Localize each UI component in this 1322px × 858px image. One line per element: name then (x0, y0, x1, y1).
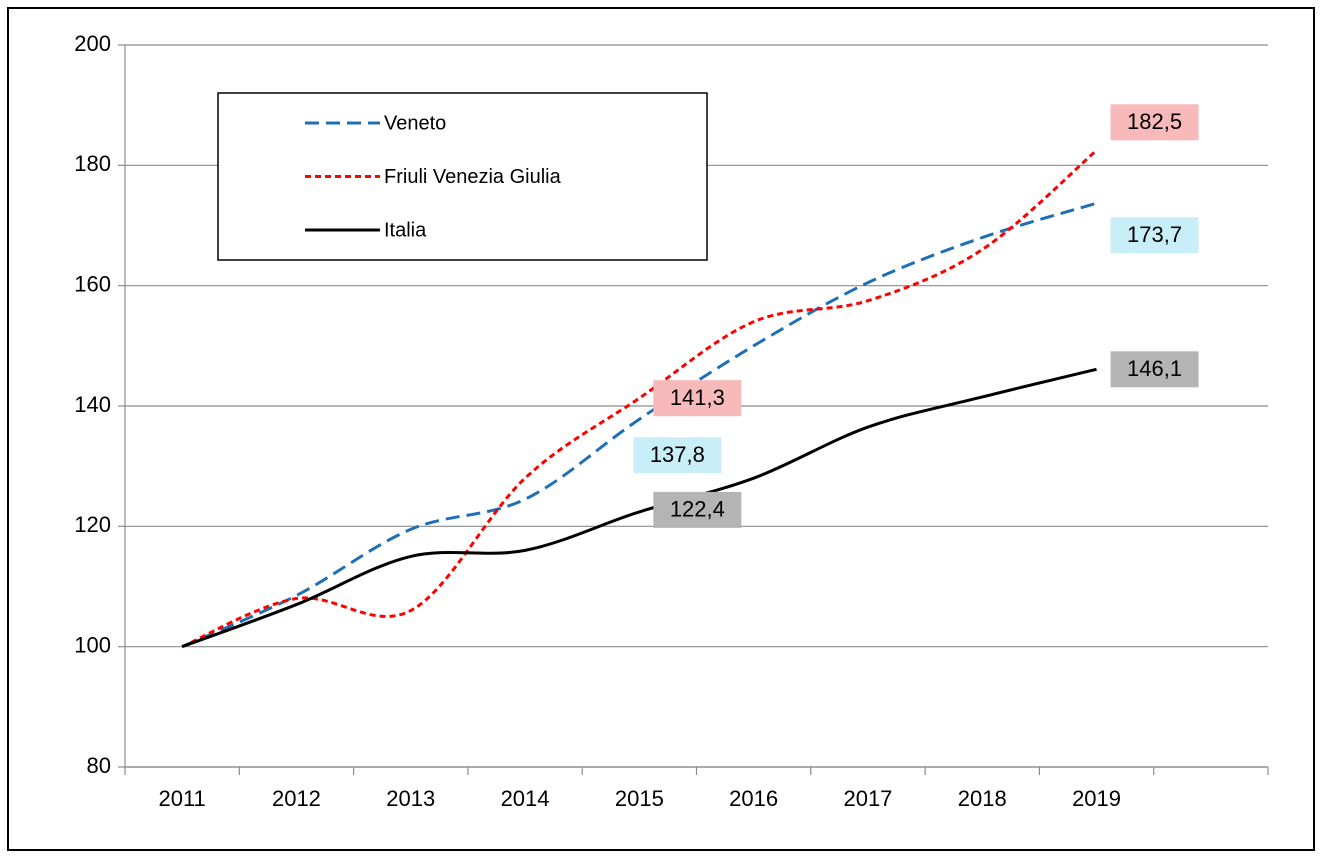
y-tick-label: 100 (74, 632, 111, 657)
data-label-bg (653, 491, 742, 528)
x-tick-label: 2016 (729, 786, 778, 811)
x-tick-label: 2014 (501, 786, 550, 811)
data-label: 182,5 (1127, 109, 1182, 134)
data-label: 141,3 (670, 385, 725, 410)
series-line (181, 367, 1097, 649)
data-label-bg (653, 380, 742, 417)
x-tick-label: 2013 (386, 786, 435, 811)
y-tick-label: 80 (87, 753, 111, 778)
x-tick-label: 2015 (615, 786, 664, 811)
y-tick-label: 180 (74, 151, 111, 176)
legend-label: Veneto (384, 112, 446, 134)
series-line (181, 201, 1097, 649)
data-label-bg (1110, 351, 1199, 388)
legend-label: Italia (384, 219, 427, 241)
y-tick-label: 160 (74, 271, 111, 296)
data-label: 146,1 (1127, 356, 1182, 381)
y-tick-label: 200 (74, 31, 111, 56)
data-label: 173,7 (1127, 222, 1182, 247)
data-label-bg (1110, 217, 1199, 254)
y-tick-label: 120 (74, 512, 111, 537)
y-tick-label: 140 (74, 392, 111, 417)
x-tick-label: 2017 (843, 786, 892, 811)
legend-label: Friuli Venezia Giulia (384, 166, 562, 188)
x-tick-label: 2019 (1072, 786, 1121, 811)
data-label: 122,4 (670, 497, 725, 522)
x-tick-label: 2018 (958, 786, 1007, 811)
data-label-bg (633, 437, 722, 474)
series-line (181, 149, 1098, 649)
legend-box (217, 92, 708, 261)
x-tick-label: 2011 (158, 786, 205, 811)
x-tick-label: 2012 (272, 786, 321, 811)
data-label-bg (1110, 104, 1199, 141)
data-label: 137,8 (650, 442, 705, 467)
